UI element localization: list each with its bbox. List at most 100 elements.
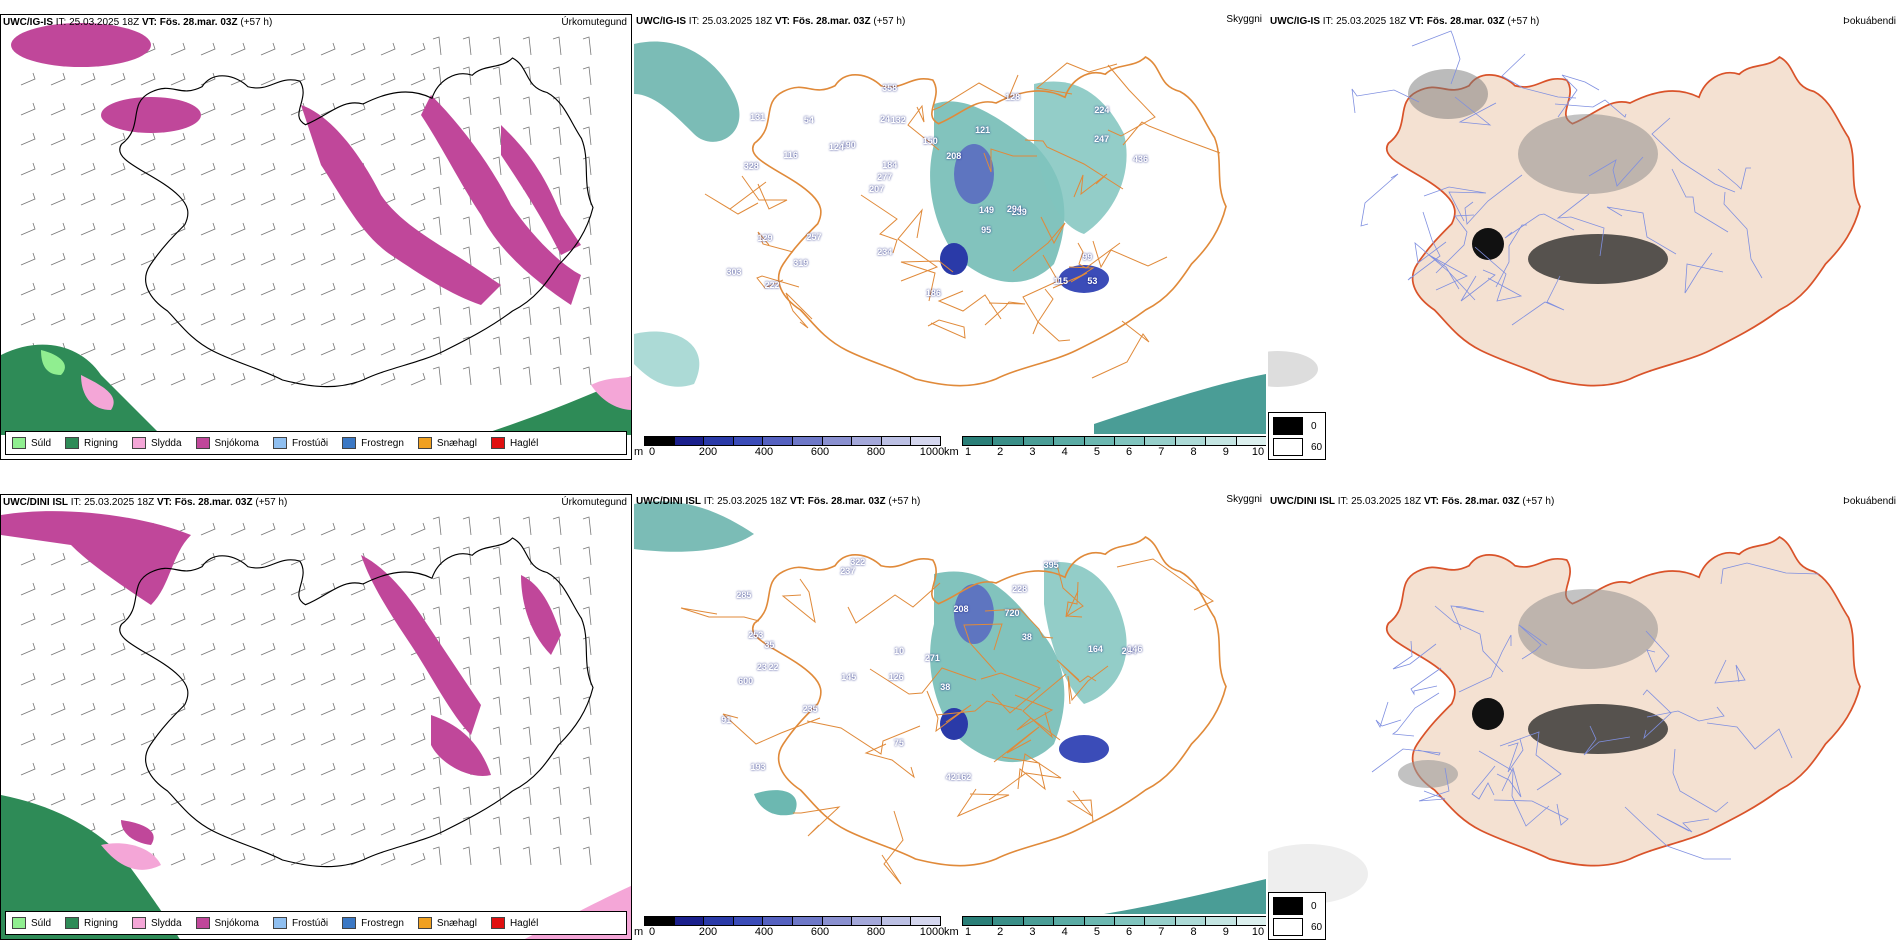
cloudbase-label: 208 [953,603,969,614]
fog-legend: 0 60 [1268,412,1326,460]
panel-title: Úrkomutegund [561,497,627,508]
legend-swatch [65,917,80,929]
snow-area [431,715,491,776]
low-vis-area [930,101,1065,283]
panel-header: UWC/DINI ISL IT: 25.03.2025 18Z VT: Fös.… [1270,496,1555,507]
legend-item-5: Frostregn [342,917,404,929]
cloudbase-label: 234 [877,247,893,258]
panel-header: UWC/DINI ISL IT: 25.03.2025 18Z VT: Fös.… [636,496,921,507]
legend-label: Rigning [84,437,118,449]
panel-title: Skyggni [1226,494,1262,505]
cloudbase-label: 164 [1087,643,1103,654]
legend-label: Slydda [150,917,182,929]
cloudbase-label: 128 [1005,92,1021,102]
cloudbase-label: 436 [1133,153,1149,164]
colorbar-tick: 0 [648,926,656,938]
visibility-map [634,41,1266,434]
colorbar-tick: 400 [754,446,774,458]
legend-item-0: Súld [12,437,51,449]
fog-signal [1472,698,1504,730]
low-cloud-area [954,584,994,644]
cloudbase-label: 328 [743,160,759,171]
legend-item-5: Frostregn [342,437,404,449]
colorbar-tick: 600 [810,926,830,938]
colorbar-tick: 1000 [919,446,945,458]
sleet-area [591,375,631,410]
visibility-colorbar: km 1 2 3 4 5 6 7 8 9 10 [944,436,1266,460]
rain-area [1,344,161,435]
road-network [704,62,1221,379]
panel-header: UWC/DINI ISL IT: 25.03.2025 18Z VT: Fös.… [3,497,288,508]
colorbar-tick: 400 [754,926,774,938]
legend-label: Haglél [509,437,539,449]
cloudbase-label: 193 [750,761,766,772]
precip-type-legend: Súld Rigning Slydda Snjókoma Frostúði Frostre… [5,431,627,455]
fog-color-min [1273,918,1303,936]
low-vis-area [634,331,700,387]
legend-label: Frostregn [361,437,404,449]
legend-swatch [12,437,26,449]
colorbar-tick: 4 [1061,446,1068,458]
colorbar-tick: 9 [1222,926,1229,938]
cloudbase-label: 53 [1087,276,1098,287]
snow-area [421,95,581,305]
low-cloud-area [1059,735,1109,763]
low-cloud-area [954,144,994,204]
road-network [680,558,1215,885]
precip-type-legend: Súld Rigning Slydda Snjókoma Frostúði Frostre… [5,911,627,935]
snow-area [101,97,201,133]
colorbar-tick: 10 [1251,446,1265,458]
legend-label: Súld [31,917,52,929]
fog-legend: 0 60 [1268,892,1326,940]
visibility-colorbar: km 1 2 3 4 5 6 7 8 9 10 [944,916,1266,940]
cloudbase-label: 54 [803,115,814,126]
cloudbase-label: 129 [757,233,773,244]
fog-color-max [1273,897,1303,915]
cloudbase-colorbar: m 0 200 400 600 800 1000 [634,436,944,460]
colorbar-tick: 200 [698,446,718,458]
cloudbase-label: 720 [1004,607,1020,618]
legend-swatch [417,437,432,449]
visibility-panel-row2: UWC/DINI ISL IT: 25.03.2025 18Z VT: Fös.… [634,494,1266,940]
cloudbase-label: 235 [802,704,818,715]
colorbar-tick: 600 [810,446,830,458]
legend-swatch [342,917,357,929]
low-vis-area [634,41,740,142]
cloudbase-label: 253 [748,630,764,641]
fog-signal [1528,234,1668,284]
cloudbase-label: 600 [738,676,754,687]
legend-label: Frostregn [361,917,404,929]
fog-color-min [1273,438,1303,456]
cloudbase-label: 303 [726,266,742,277]
cloudbase-label: 224 [1094,104,1110,115]
cloudbase-label: 146 [1127,643,1143,654]
legend-item-7: Haglél [490,917,538,929]
rain-area [1,795,180,939]
panel-header: UWC/IG-IS IT: 25.03.2025 18Z VT: Fös. 28… [3,17,273,28]
legend-item-0: Súld [12,917,51,929]
colorbar-tick: 8 [1190,926,1197,938]
legend-label: Snjókoma [214,917,259,929]
legend-item-6: Snæhagl [417,437,477,449]
legend-label: Frostúði [291,437,329,449]
legend-swatch [272,437,287,449]
legend-swatch [12,917,26,929]
cloudbase-label: 228 [1012,583,1028,594]
low-vis-area [1104,879,1266,914]
fog-signal [1528,704,1668,754]
legend-item-6: Snæhagl [417,917,477,929]
legend-swatch [490,437,505,449]
precip-type-map [1,23,631,435]
cloudbase-label: 149 [978,205,995,216]
panel-title: Þokuábendi [1843,16,1896,27]
fog-signal [1268,351,1318,387]
cloudbase-label: 132 [890,114,906,125]
legend-label: Snæhagl [436,917,477,929]
colorbar-tick: 3 [1029,446,1036,458]
cloudbase-label: 239 [1011,206,1027,217]
visibility-map [634,501,1266,914]
cloudbase-label: 124 [828,141,844,152]
legend-item-7: Haglél [490,437,539,449]
panel-title: Skyggni [1226,14,1262,25]
cloudbase-label: 257 [806,231,822,242]
